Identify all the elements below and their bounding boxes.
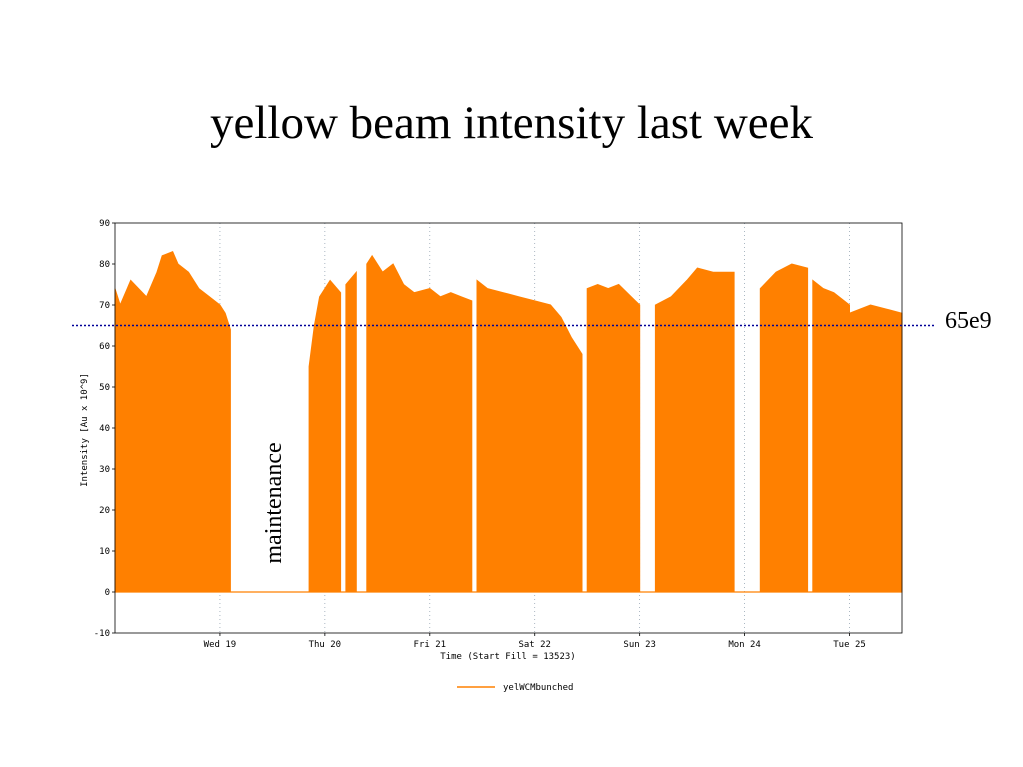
- slide-title: yellow beam intensity last week: [209, 97, 813, 149]
- x-tick-label: Wed 19: [204, 640, 237, 650]
- y-tick-label: 80: [99, 260, 110, 270]
- series-segment: [849, 304, 903, 593]
- y-tick-label: 20: [99, 506, 110, 516]
- series-segment: [308, 279, 342, 593]
- x-tick-label: Fri 21: [414, 640, 447, 650]
- maintenance-annotation: maintenance: [261, 442, 287, 563]
- series-segment: [366, 254, 473, 593]
- series-segment: [812, 279, 850, 593]
- y-tick-label: 90: [99, 219, 110, 229]
- x-tick-label: Tue 25: [833, 640, 866, 650]
- legend: yelWCMbunched: [457, 683, 573, 693]
- y-tick-label: 10: [99, 547, 110, 557]
- series-segment: [114, 251, 231, 593]
- y-tick-label: 0: [105, 588, 110, 598]
- y-tick-label: 40: [99, 424, 110, 434]
- series-segment: [654, 267, 735, 593]
- series-segment: [476, 279, 583, 593]
- y-tick-label: -10: [94, 629, 110, 639]
- x-tick-label: Mon 24: [728, 640, 761, 650]
- series-segment: [759, 263, 809, 593]
- x-tick-label: Sat 22: [518, 640, 551, 650]
- y-axis-title: Intensity [Au x 10^9]: [80, 373, 90, 487]
- plot-area: -10 0 10 20 30 40 50 60 70 80 90 Wed 19 Thu 20 Fri 21…: [72, 219, 935, 650]
- y-tick-label: 30: [99, 465, 110, 475]
- series-segment: [586, 283, 641, 593]
- y-tick-label: 60: [99, 342, 110, 352]
- x-tick-label: Sun 23: [623, 640, 656, 650]
- series-segment: [345, 270, 357, 593]
- x-tick-label: Thu 20: [309, 640, 342, 650]
- legend-label: yelWCMbunched: [503, 683, 573, 693]
- x-axis-title: Time (Start Fill = 13523): [440, 652, 575, 662]
- reference-line-label: 65e9: [945, 308, 992, 334]
- y-tick-label: 50: [99, 383, 110, 393]
- y-tick-label: 70: [99, 301, 110, 311]
